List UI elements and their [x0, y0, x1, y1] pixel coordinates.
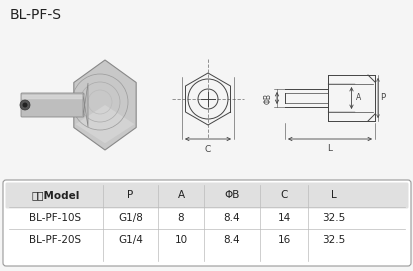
Text: 8: 8 — [177, 213, 184, 223]
Text: BL-PF-10S: BL-PF-10S — [29, 213, 81, 223]
Polygon shape — [76, 105, 134, 143]
Text: A: A — [355, 93, 360, 102]
Text: 14: 14 — [277, 213, 290, 223]
Text: 10: 10 — [174, 235, 187, 245]
Text: 8.4: 8.4 — [223, 235, 240, 245]
Text: 32.5: 32.5 — [322, 235, 345, 245]
Polygon shape — [83, 83, 88, 127]
Text: BL-PF-20S: BL-PF-20S — [29, 235, 81, 245]
Text: 16: 16 — [277, 235, 290, 245]
Text: P: P — [127, 191, 133, 201]
Text: 8.4: 8.4 — [223, 213, 240, 223]
Text: P: P — [379, 93, 384, 102]
Text: C: C — [280, 191, 287, 201]
Text: BL-PF-S: BL-PF-S — [10, 8, 62, 22]
Text: ΦB: ΦB — [224, 191, 239, 201]
Text: L: L — [330, 191, 336, 201]
FancyBboxPatch shape — [21, 93, 84, 117]
Text: G1/8: G1/8 — [118, 213, 142, 223]
Polygon shape — [74, 60, 136, 150]
Text: L: L — [327, 144, 332, 153]
Text: 型号Model: 型号Model — [31, 191, 79, 201]
Circle shape — [20, 100, 30, 110]
Text: A: A — [177, 191, 184, 201]
FancyBboxPatch shape — [3, 180, 410, 266]
Text: G1/4: G1/4 — [118, 235, 142, 245]
Text: 32.5: 32.5 — [322, 213, 345, 223]
FancyBboxPatch shape — [5, 182, 408, 208]
Circle shape — [22, 102, 27, 108]
Text: C: C — [204, 145, 211, 154]
Text: ΦB: ΦB — [263, 92, 272, 104]
